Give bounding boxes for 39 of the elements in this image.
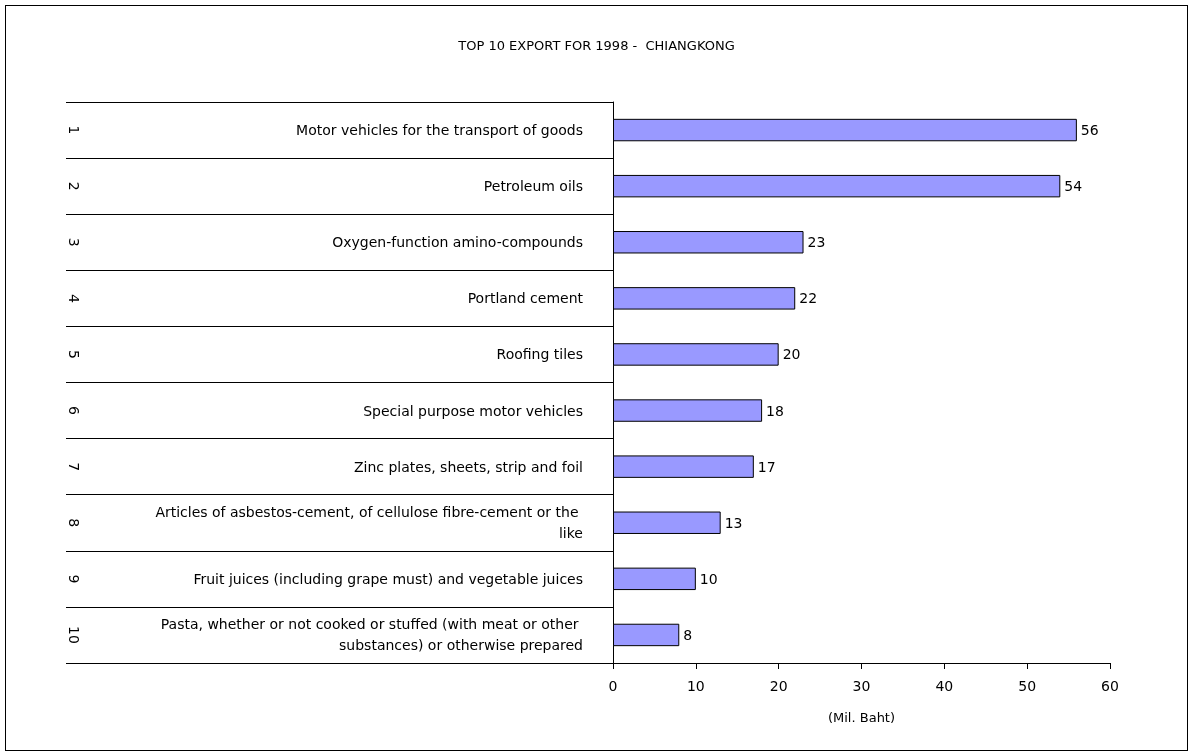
- chart-title: TOP 10 EXPORT FOR 1998 - CHIANGKONG: [457, 38, 735, 53]
- x-axis-title: (Mil. Baht): [827, 710, 896, 725]
- y-tick-label: Pasta, whether or not cooked or stuffed (with meat or other substances) or otherwise prepared: [160, 616, 583, 654]
- y-tick-label: Portland cement: [467, 290, 584, 307]
- text: 4: [66, 293, 82, 303]
- text: 9: [66, 574, 82, 584]
- y-tick-label: Motor vehicles for the transport of goods: [296, 122, 583, 139]
- data-label: 10: [699, 570, 718, 587]
- x-tick-label: 30: [852, 678, 871, 694]
- x-tick-label: 0: [608, 678, 618, 694]
- x-tick-label: 40: [935, 678, 954, 694]
- data-label: 17: [757, 458, 776, 475]
- y-tick-label: Special purpose motor vehicles: [363, 402, 583, 419]
- x-tick-label: 50: [1018, 678, 1037, 694]
- text: 7: [66, 462, 82, 472]
- text: 5: [66, 349, 82, 359]
- data-label: 56: [1080, 122, 1099, 139]
- y-tick-label: Articles of asbestos-cement, of cellulose fibre-cement or the like: [155, 504, 583, 542]
- x-tick-label: 20: [769, 678, 788, 694]
- text: 8: [66, 518, 82, 528]
- y-tick-label: Zinc plates, sheets, strip and foil: [353, 458, 583, 475]
- text: 10: [66, 626, 82, 644]
- y-tick-label: Oxygen-function amino-compounds: [332, 234, 583, 251]
- data-label: 8: [683, 626, 693, 643]
- y-tick-label: Petroleum oils: [483, 178, 583, 195]
- text: 3: [66, 237, 82, 247]
- text: 1: [66, 125, 82, 135]
- data-label: 13: [724, 514, 743, 531]
- text: 2: [66, 181, 82, 191]
- text: 6: [66, 406, 82, 416]
- data-label: 54: [1064, 178, 1083, 195]
- x-tick-label: 10: [686, 678, 705, 694]
- data-label: 23: [807, 234, 826, 251]
- data-label: 18: [766, 402, 784, 419]
- y-tick-label: Fruit juices (including grape must) and vegetable juices: [193, 570, 583, 587]
- y-tick-label: Roofing tiles: [496, 346, 583, 363]
- data-label: 20: [782, 346, 801, 363]
- x-tick-label: 60: [1101, 678, 1119, 694]
- data-label: 22: [799, 290, 818, 307]
